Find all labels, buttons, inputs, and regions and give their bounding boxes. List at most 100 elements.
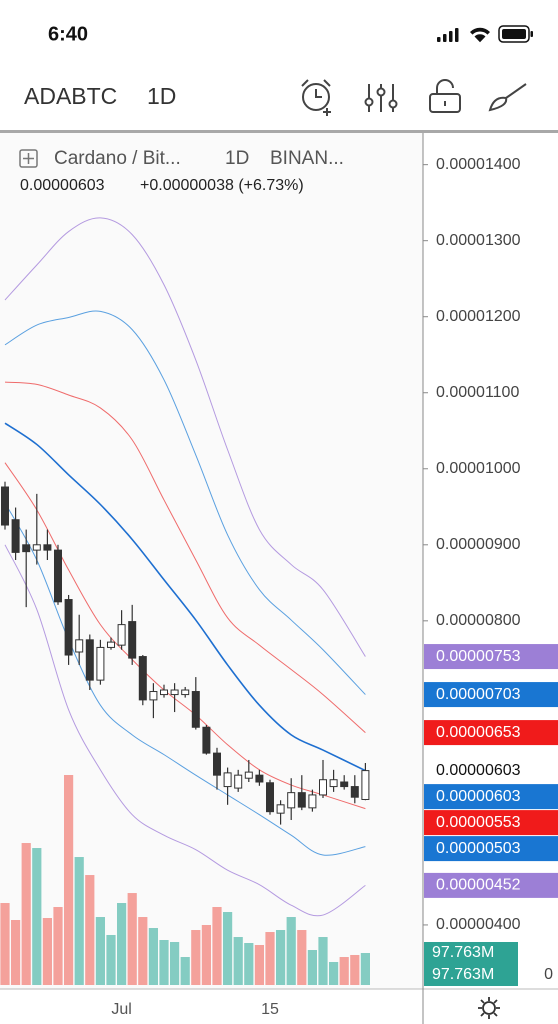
legend-exchange: BINAN... xyxy=(270,148,344,169)
candle-body xyxy=(297,792,306,808)
price-label: 0.00000503 xyxy=(436,840,521,857)
volume-bar xyxy=(21,843,31,985)
volume-bar xyxy=(159,939,169,985)
toolbar-symbol[interactable]: ADABTC xyxy=(24,83,117,109)
volume-label-box xyxy=(424,942,518,965)
candle-body xyxy=(75,639,84,653)
volume-bar xyxy=(307,950,317,985)
volume-bar xyxy=(74,857,84,985)
price-label: 0.00000603 xyxy=(436,762,521,779)
settings-icon[interactable] xyxy=(478,997,500,1019)
legend-toggle[interactable] xyxy=(19,149,38,168)
price-label: 0.00000653 xyxy=(436,724,521,741)
band-line xyxy=(4,310,366,695)
toolbar-interval[interactable]: 1D xyxy=(147,83,176,109)
y-tick-label: 0.00000800 xyxy=(436,612,521,629)
volume-bar xyxy=(95,917,105,985)
volume-bar xyxy=(339,957,349,985)
candle-body xyxy=(181,689,190,696)
volume-label-box xyxy=(424,964,518,987)
volume-bar xyxy=(32,848,42,985)
candle-body xyxy=(287,792,296,809)
volume-bar xyxy=(286,917,296,985)
band-line xyxy=(4,422,366,772)
price-label-box xyxy=(424,720,558,746)
candle-body xyxy=(43,544,52,551)
candle-body xyxy=(340,781,349,788)
candle-body xyxy=(308,794,317,809)
volume-bar xyxy=(127,893,137,985)
candle-body xyxy=(138,656,147,701)
price-label: 0.00000603 xyxy=(436,788,521,805)
volume-bar xyxy=(276,930,286,985)
volume-label: 97.763M xyxy=(432,944,494,961)
x-tick-label: 15 xyxy=(261,1001,279,1018)
y-tick-label: 0.00001100 xyxy=(436,384,519,401)
volume-bar xyxy=(360,953,370,985)
volume-bar xyxy=(244,943,254,985)
y-tick-label: 0.00000900 xyxy=(436,536,521,553)
price-label-box xyxy=(424,758,558,784)
candle-body xyxy=(160,689,168,696)
candle-body xyxy=(22,544,31,553)
candle-body xyxy=(266,782,274,813)
volume-bar xyxy=(318,937,328,985)
volume-bar xyxy=(42,918,52,985)
legend-interval: 1D xyxy=(225,148,249,169)
legend-change: +0.00000038 (+6.73%) xyxy=(140,177,304,194)
candle-body xyxy=(32,544,41,551)
status-time: 6:40 xyxy=(48,23,88,45)
candle-body xyxy=(202,726,211,754)
candle-body xyxy=(255,774,264,783)
time-axis xyxy=(0,989,558,1024)
candle-body xyxy=(191,691,200,728)
candle-body xyxy=(149,691,158,701)
band-line xyxy=(4,462,366,810)
candle-body xyxy=(128,621,137,659)
candle-body xyxy=(329,779,338,788)
draw-icon[interactable] xyxy=(488,83,527,112)
volume-bar xyxy=(191,930,201,985)
volume-bar xyxy=(170,941,180,985)
price-label-box xyxy=(424,682,558,708)
volume-bar xyxy=(138,917,148,985)
volume-bar xyxy=(233,937,243,985)
y-tick-label: 0.00000400 xyxy=(436,916,521,933)
candle-body xyxy=(85,639,94,681)
price-axis: 0.00001400 0.00001300 0.00001200 0.00001100… xyxy=(423,156,558,987)
candle-body xyxy=(1,486,9,526)
price-label-box xyxy=(424,810,558,836)
volume-bar xyxy=(329,961,339,985)
candle-body xyxy=(244,771,253,779)
candle-body xyxy=(361,770,370,800)
lock-icon[interactable] xyxy=(429,79,461,113)
volume-bar xyxy=(53,907,63,985)
candle-body xyxy=(234,774,243,789)
candle-body xyxy=(64,599,73,656)
alert-icon[interactable] xyxy=(301,79,331,116)
volume-bar xyxy=(11,919,21,985)
price-label-box xyxy=(424,784,558,810)
volume-bar xyxy=(350,954,360,985)
volume-bar xyxy=(106,934,116,985)
volume-bar xyxy=(180,957,190,985)
indicators-icon[interactable] xyxy=(364,84,398,112)
y-tick-label: 0.00001000 xyxy=(436,460,521,477)
volume-bar xyxy=(223,912,233,985)
legend-last: 0.00000603 xyxy=(20,177,105,194)
y-tick-label: 0.00001400 xyxy=(436,156,521,173)
price-label-box xyxy=(424,836,558,862)
volume-bar xyxy=(85,875,95,985)
candle-body xyxy=(107,641,115,648)
candle-body xyxy=(11,519,20,553)
candle-body xyxy=(117,624,126,646)
price-label: 0.00000753 xyxy=(436,648,521,665)
volume-tick-label: 0 xyxy=(544,966,553,983)
plot xyxy=(0,217,370,985)
volume-bar xyxy=(0,903,10,985)
candle-body xyxy=(319,779,327,796)
candle-body xyxy=(350,786,359,798)
candle-body xyxy=(223,772,232,788)
x-tick-label: Jul xyxy=(111,1001,131,1018)
